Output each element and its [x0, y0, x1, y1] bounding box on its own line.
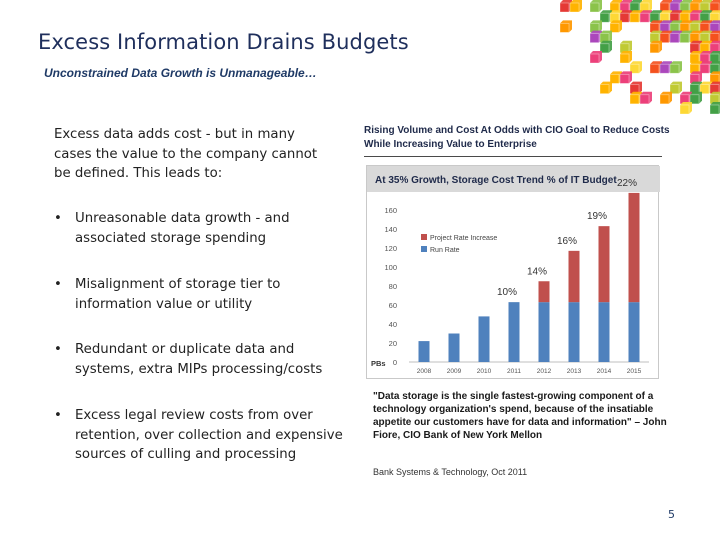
cube-face	[569, 2, 580, 13]
bar-run-rate	[448, 333, 460, 362]
y-tick-label: 20	[389, 339, 397, 348]
bar-project-rate-increase	[628, 192, 640, 303]
legend-label: Project Rate Increase	[430, 235, 497, 242]
bullet-text: Unreasonable data growth - and associate…	[75, 211, 290, 246]
intro-text: Excess data adds cost - but in many case…	[54, 127, 318, 181]
y-tick-label: 160	[384, 206, 397, 215]
cube-face	[649, 63, 660, 74]
cube-face	[679, 33, 690, 43]
cube-face	[599, 12, 610, 23]
bar-run-rate	[628, 302, 640, 362]
bullet-icon: •	[54, 408, 62, 423]
cube-face	[669, 84, 680, 94]
y-tick-label: 80	[389, 282, 397, 291]
cube-face	[619, 74, 630, 84]
bar-project-rate-increase	[538, 281, 550, 303]
bullet-text: Redundant or duplicate data and systems,…	[75, 342, 323, 377]
bar-run-rate	[568, 302, 580, 362]
y-tick-label: 40	[389, 320, 397, 329]
bullet-text: Misalignment of storage tier to informat…	[75, 277, 281, 312]
cube-face	[589, 53, 600, 64]
cube-face	[699, 84, 710, 94]
bullet-icon: •	[54, 277, 62, 292]
bullet-icon: •	[54, 211, 62, 226]
x-tick-label: 2010	[477, 368, 492, 375]
cube-face	[629, 63, 640, 74]
data-label: 16%	[557, 236, 577, 247]
bullet-item: • Misalignment of storage tier to inform…	[54, 275, 344, 314]
bar-project-rate-increase	[568, 250, 580, 303]
y-tick-label: 0	[393, 358, 397, 367]
cube-face	[659, 63, 670, 74]
bullet-icon: •	[54, 342, 62, 357]
y-axis-label: PBs	[371, 359, 386, 368]
cube-face	[589, 2, 600, 13]
cube-face	[669, 63, 680, 74]
page-number: 5	[668, 508, 675, 521]
chart-title: At 35% Growth, Storage Cost Trend % of I…	[375, 175, 617, 186]
cube-face	[629, 12, 640, 23]
bar-run-rate	[598, 302, 610, 362]
bullet-item: • Unreasonable data growth - and associa…	[54, 209, 344, 248]
quote-source: Bank Systems & Technology, Oct 2011	[373, 467, 528, 477]
cube-face	[699, 63, 710, 74]
legend-swatch	[421, 234, 427, 240]
bullet-item: • Redundant or duplicate data and system…	[54, 340, 344, 379]
cube-face	[669, 33, 680, 43]
x-tick-label: 2015	[627, 368, 642, 375]
cube-face	[560, 23, 570, 33]
x-tick-label: 2013	[567, 368, 582, 375]
cube-face	[560, 2, 570, 13]
decorative-cubes-graphic	[560, 0, 720, 115]
x-tick-label: 2012	[537, 368, 552, 375]
chart-svg: At 35% Growth, Storage Cost Trend % of I…	[367, 166, 660, 375]
y-tick-label: 60	[389, 301, 397, 310]
chart-title-bar	[367, 166, 660, 192]
cube-face	[659, 33, 670, 43]
cube-face	[639, 94, 650, 105]
cube-face	[589, 33, 600, 43]
legend-swatch	[421, 246, 427, 252]
chart-heading: Rising Volume and Cost At Odds with CIO …	[364, 125, 670, 150]
cube-face	[609, 23, 620, 33]
data-label: 10%	[497, 287, 517, 298]
cube-face	[619, 12, 630, 23]
bar-project-rate-increase	[598, 226, 610, 303]
bar-run-rate	[538, 302, 550, 362]
data-label: 22%	[617, 178, 637, 189]
y-tick-label: 140	[384, 225, 397, 234]
cube-face	[659, 94, 670, 105]
bullet-text: Excess legal review costs from over rete…	[75, 408, 343, 462]
cube-face	[649, 43, 660, 54]
data-label: 19%	[587, 211, 607, 222]
bullet-item: • Excess legal review costs from over re…	[54, 406, 344, 465]
bar-run-rate	[478, 316, 490, 362]
x-tick-label: 2009	[447, 368, 462, 375]
bar-run-rate	[418, 341, 430, 362]
y-tick-label: 120	[384, 244, 397, 253]
divider	[364, 156, 662, 157]
legend-label: Run Rate	[430, 247, 460, 254]
cube-face	[689, 94, 700, 105]
y-tick-label: 100	[384, 263, 397, 272]
x-tick-label: 2008	[417, 368, 432, 375]
x-tick-label: 2011	[507, 368, 521, 375]
data-label: 14%	[527, 266, 547, 277]
cube-face	[609, 74, 620, 84]
quote-text: "Data storage is the single fastest-grow…	[373, 391, 667, 441]
bar-run-rate	[508, 302, 520, 362]
slide-subtitle: Unconstrained Data Growth is Unmanageabl…	[44, 66, 317, 80]
cube-face	[629, 94, 640, 105]
cube-face	[599, 84, 610, 94]
cube-face	[619, 53, 630, 64]
cube-face	[679, 104, 690, 115]
cube-face	[709, 104, 720, 115]
cube-face	[599, 43, 610, 54]
x-tick-label: 2014	[597, 368, 612, 375]
slide-title: Excess Information Drains Budgets	[38, 30, 409, 54]
cube-face	[639, 12, 650, 23]
storage-cost-chart: At 35% Growth, Storage Cost Trend % of I…	[366, 165, 660, 379]
